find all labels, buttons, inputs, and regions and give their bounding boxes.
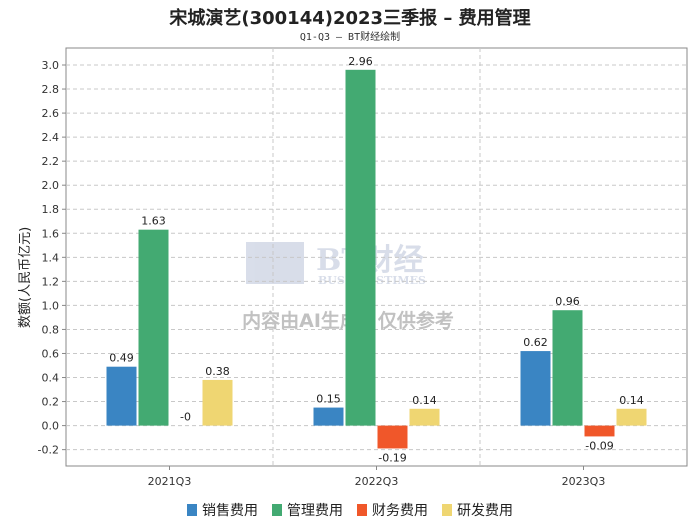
y-tick-label: 2.0 bbox=[42, 179, 60, 192]
bar-研发费用 bbox=[616, 408, 647, 426]
y-tick-label: 1.0 bbox=[42, 299, 60, 312]
bar-管理费用 bbox=[552, 310, 583, 426]
watermark-logo-icon bbox=[246, 242, 304, 284]
data-label: 2.96 bbox=[348, 55, 373, 68]
y-tick-label: 3.0 bbox=[42, 59, 60, 72]
chart-svg: BT财经BUSINESSTIMES内容由AI生成，仅供参考-0.20.00.20… bbox=[38, 47, 688, 488]
y-tick-label: 1.6 bbox=[42, 227, 60, 240]
x-tick-label: 2023Q3 bbox=[562, 475, 606, 488]
legend: 销售费用 管理费用 财务费用 研发费用 bbox=[0, 500, 700, 520]
legend-label: 销售费用 bbox=[202, 503, 258, 519]
legend-item: 管理费用 bbox=[272, 500, 343, 520]
bar-销售费用 bbox=[106, 366, 137, 426]
y-tick-label: 2.4 bbox=[42, 131, 60, 144]
data-label: 0.96 bbox=[555, 295, 580, 308]
data-label: 1.63 bbox=[141, 215, 166, 228]
bar-研发费用 bbox=[202, 379, 233, 426]
legend-swatch bbox=[187, 504, 197, 516]
data-label: -0 bbox=[180, 411, 191, 424]
legend-item: 研发费用 bbox=[442, 500, 513, 520]
legend-label: 财务费用 bbox=[372, 503, 428, 519]
y-tick-label: 0.0 bbox=[42, 420, 60, 433]
bar-财务费用 bbox=[377, 425, 408, 449]
chart-title: 宋城演艺(300144)2023三季报 – 费用管理 bbox=[169, 8, 531, 29]
bar-销售费用 bbox=[313, 407, 344, 426]
bar-财务费用 bbox=[584, 425, 615, 437]
bar-管理费用 bbox=[345, 69, 376, 426]
data-label: 0.38 bbox=[205, 365, 230, 378]
chart-subtitle: Q1-Q3 – BT财经绘制 bbox=[299, 32, 401, 43]
y-tick-label: 2.6 bbox=[42, 107, 60, 120]
bar-管理费用 bbox=[138, 229, 169, 426]
legend-swatch bbox=[272, 504, 282, 516]
y-tick-label: 0.4 bbox=[42, 372, 60, 385]
legend-swatch bbox=[442, 504, 452, 516]
legend-swatch bbox=[357, 504, 367, 516]
data-label: -0.19 bbox=[378, 451, 406, 464]
y-tick-label: 2.2 bbox=[42, 155, 60, 168]
legend-label: 研发费用 bbox=[457, 503, 513, 519]
legend-label: 管理费用 bbox=[287, 503, 343, 519]
y-tick-label: 0.6 bbox=[42, 347, 60, 360]
y-tick-label: 1.4 bbox=[42, 251, 60, 264]
y-tick-label: 0.2 bbox=[42, 396, 60, 409]
legend-item: 销售费用 bbox=[187, 500, 258, 520]
y-tick-label: 1.8 bbox=[42, 203, 60, 216]
x-tick-label: 2022Q3 bbox=[355, 475, 399, 488]
data-label: -0.09 bbox=[585, 439, 613, 452]
x-tick-label: 2021Q3 bbox=[148, 475, 192, 488]
y-tick-label: -0.2 bbox=[38, 444, 59, 457]
legend-item: 财务费用 bbox=[357, 500, 428, 520]
data-label: 0.14 bbox=[619, 394, 644, 407]
bar-研发费用 bbox=[409, 408, 440, 426]
y-tick-label: 2.8 bbox=[42, 83, 60, 96]
data-label: 0.14 bbox=[412, 394, 437, 407]
data-label: 0.49 bbox=[109, 352, 134, 365]
y-tick-label: 1.2 bbox=[42, 275, 60, 288]
y-tick-label: 0.8 bbox=[42, 323, 60, 336]
bar-销售费用 bbox=[520, 351, 551, 426]
data-label: 0.62 bbox=[523, 336, 548, 349]
data-label: 0.15 bbox=[316, 393, 341, 406]
